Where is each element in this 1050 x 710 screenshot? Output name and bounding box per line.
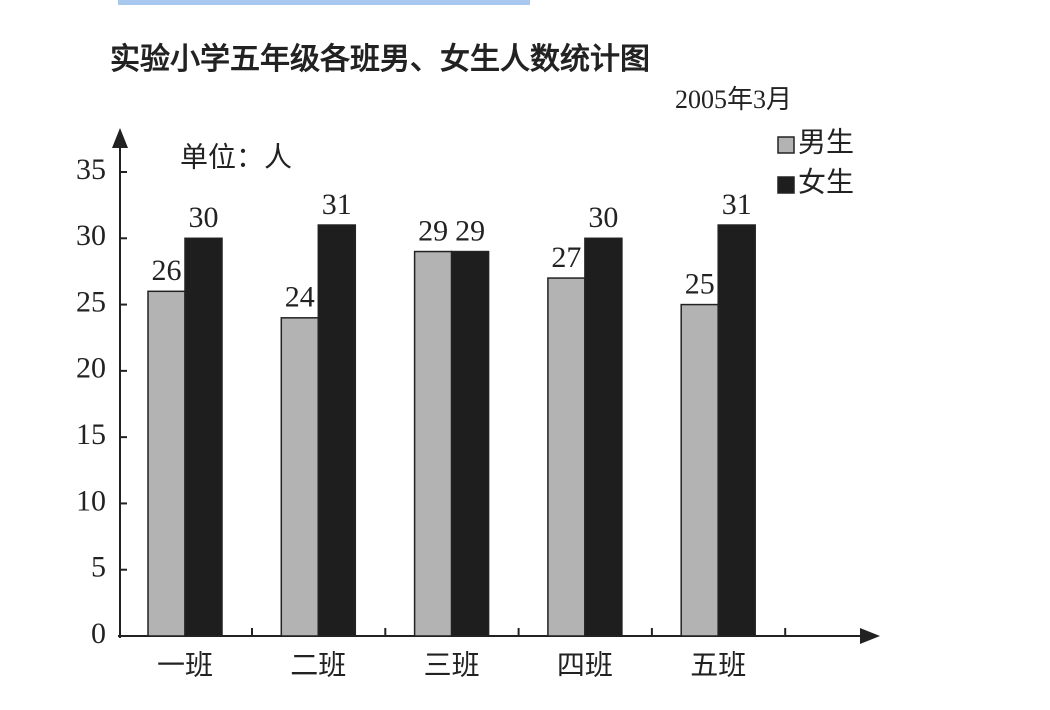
data-label: 30 [189,201,219,234]
y-tick-label: 25 [76,285,106,318]
data-label: 31 [322,188,352,221]
top-bar [118,0,530,5]
data-label: 24 [285,281,315,314]
y-tick-label: 35 [76,153,106,186]
bar [184,237,223,637]
bar [584,237,623,637]
legend-swatch [777,136,795,154]
y-tick-label: 0 [91,617,106,650]
bar [450,250,490,637]
bar [680,303,719,637]
y-tick-label: 30 [76,219,106,252]
unit-label: 单位：人 [180,141,292,173]
data-label: 30 [588,201,618,234]
bar [717,224,756,637]
x-tick-label: 三班 [424,649,480,681]
bar [547,277,586,637]
legend-label: 男生 [798,126,854,158]
data-label: 29 [418,214,448,247]
y-tick-label: 15 [76,418,106,451]
data-label: 25 [685,267,715,300]
y-tick-label: 20 [76,352,106,385]
bar [280,317,320,637]
y-tick-label: 5 [91,551,106,584]
x-tick-label: 一班 [157,649,213,681]
chart-title: 实验小学五年级各班男、女生人数统计图 [110,42,650,76]
legend-swatch [777,176,795,194]
data-label: 27 [551,241,581,274]
y-tick-label: 10 [76,484,106,517]
x-tick-label: 四班 [557,649,613,681]
data-label: 31 [722,188,752,221]
data-label: 26 [152,254,182,287]
x-tick-label: 五班 [690,649,746,681]
data-label: 29 [455,214,485,247]
bar [147,290,186,637]
bar [413,250,453,637]
chart-subtitle: 2005年3月 [675,85,792,114]
x-tick-label: 二班 [290,649,346,681]
legend-label: 女生 [798,166,854,198]
bar [317,224,357,637]
